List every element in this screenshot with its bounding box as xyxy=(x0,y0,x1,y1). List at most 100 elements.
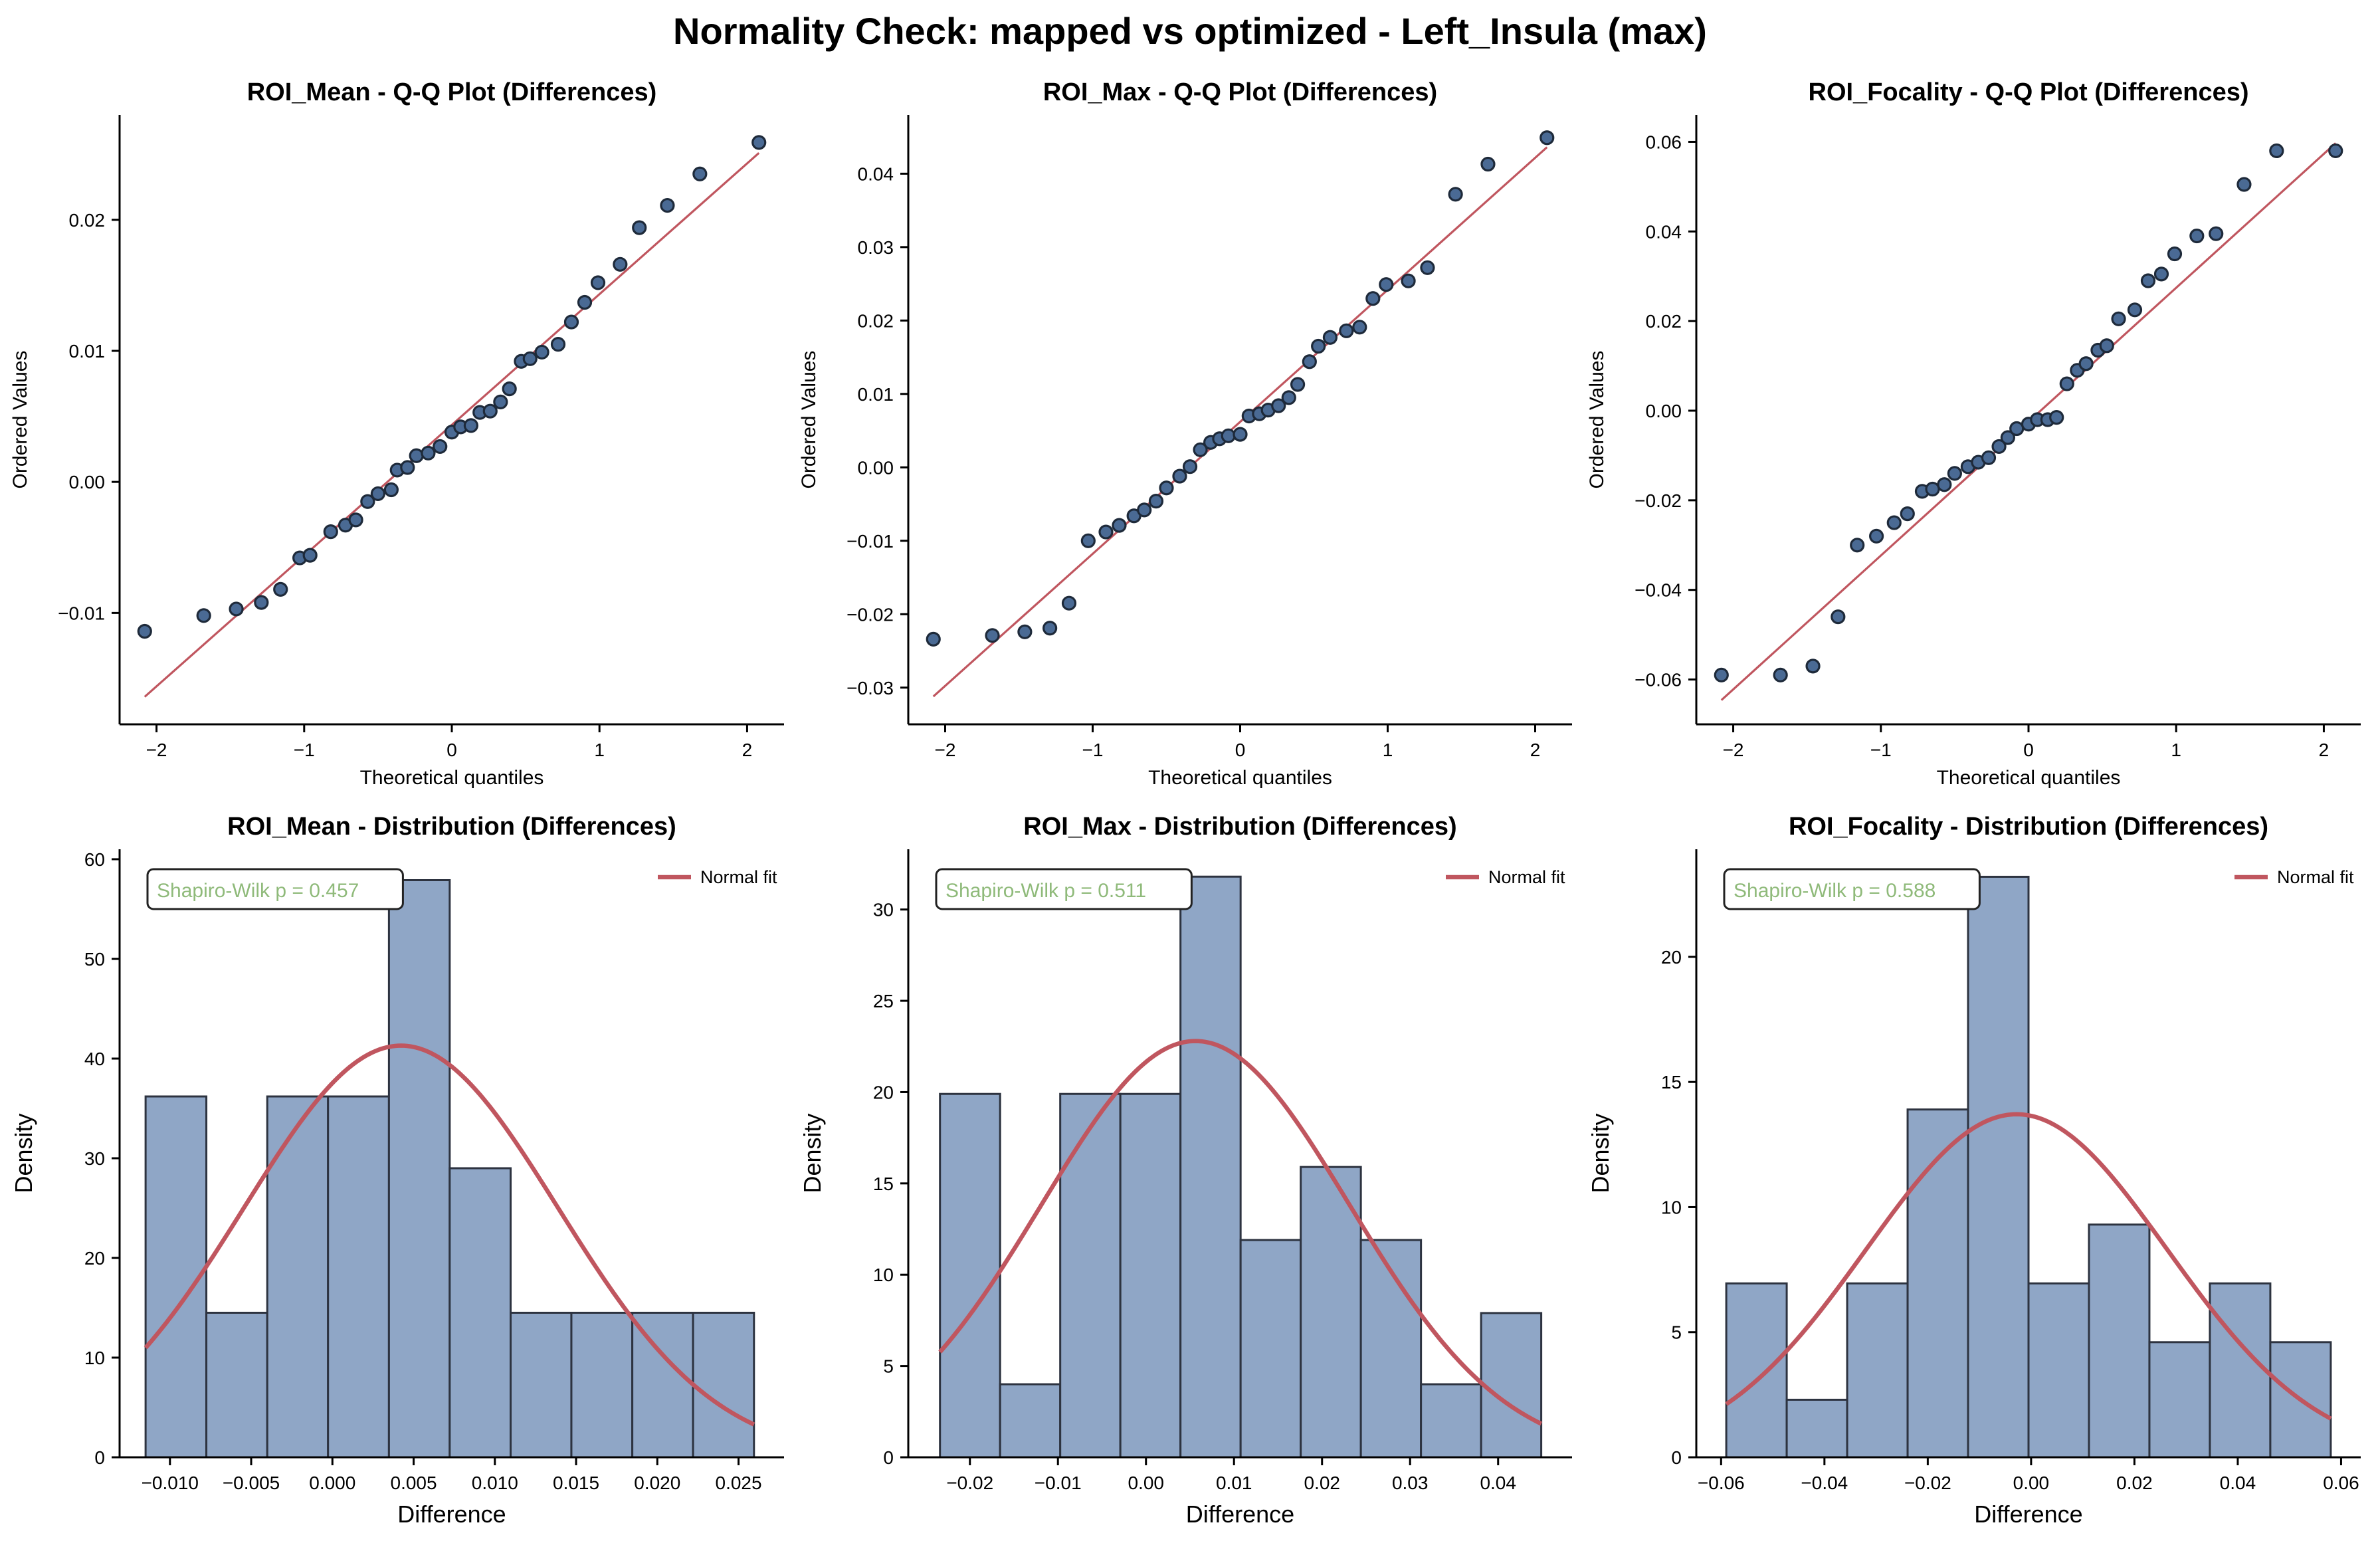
qq-point xyxy=(1112,518,1127,533)
x-tick-label: 0.025 xyxy=(716,1473,762,1493)
qq-point xyxy=(1947,466,1962,481)
histogram-bar xyxy=(692,1312,755,1459)
y-tick-label: 0.00 xyxy=(69,472,106,492)
qq-point xyxy=(2059,376,2074,391)
y-tick-label: −0.06 xyxy=(1635,670,1682,690)
y-tick-label: 0.04 xyxy=(858,163,894,184)
x-tick-label: 0 xyxy=(446,740,457,760)
y-tick-label: −0.01 xyxy=(58,603,105,623)
qq-point xyxy=(493,394,508,409)
qq-point xyxy=(2140,273,2156,288)
qq-point xyxy=(2009,421,2025,437)
qq-point xyxy=(1159,480,1174,496)
y-axis-label: Density xyxy=(1587,1113,1614,1193)
chart-title: ROI_Mean - Q-Q Plot (Differences) xyxy=(247,78,657,106)
x-tick-label: 2 xyxy=(1530,740,1541,760)
y-tick-label: 10 xyxy=(84,1348,105,1368)
qq-point xyxy=(1221,428,1236,443)
histogram-bar xyxy=(2088,1223,2151,1459)
qq-point xyxy=(254,595,269,610)
qq-point xyxy=(502,381,517,397)
histogram-bar xyxy=(1420,1383,1482,1459)
y-tick-label: 0.00 xyxy=(1646,401,1682,421)
x-tick-label: 0.020 xyxy=(634,1473,680,1493)
y-tick-label: 10 xyxy=(873,1265,894,1285)
histogram-bar xyxy=(999,1383,1062,1459)
x-tick-label: 0.005 xyxy=(391,1473,437,1493)
qq-point xyxy=(2236,177,2252,192)
qq-point xyxy=(1017,624,1033,639)
chart-panel-2: ROI_Max - Q-Q Plot (Differences) −2 −1 0 1 2 −… xyxy=(798,78,1572,789)
qq-point xyxy=(2328,143,2343,159)
qq-reference-line xyxy=(932,146,1548,698)
x-tick-label: −0.010 xyxy=(142,1473,199,1493)
y-tick-label: −0.03 xyxy=(846,678,894,698)
chart-title: ROI_Mean - Distribution (Differences) xyxy=(227,813,676,841)
qq-point xyxy=(1311,338,1326,354)
qq-point xyxy=(590,275,606,290)
chart-panel-4: ROI_Mean - Distribution (Differences) Sha… xyxy=(10,813,784,1528)
qq-point xyxy=(2099,338,2114,354)
legend-label: Normal fit xyxy=(700,867,777,887)
qq-point xyxy=(1480,156,1496,172)
x-axis-label: Difference xyxy=(1186,1500,1294,1528)
qq-point xyxy=(1805,659,1821,674)
qq-point xyxy=(421,445,436,461)
qq-point xyxy=(613,257,628,272)
x-tick-label: −0.01 xyxy=(1035,1473,1082,1493)
histogram-bar xyxy=(1179,875,1242,1459)
qq-point xyxy=(463,418,478,433)
histogram-bar xyxy=(1059,1092,1122,1459)
qq-point xyxy=(400,460,415,475)
histogram-bar xyxy=(1480,1312,1543,1459)
histogram-bar xyxy=(448,1167,512,1459)
qq-point xyxy=(1773,667,1788,682)
qq-point xyxy=(1339,323,1354,338)
y-axis-label: Ordered Values xyxy=(9,351,31,489)
y-tick-label: 0.01 xyxy=(858,384,894,405)
y-tick-label: −0.01 xyxy=(846,531,894,552)
histogram-bar xyxy=(2027,1282,2090,1459)
y-tick-label: 0.01 xyxy=(69,341,106,361)
qq-point xyxy=(409,448,424,463)
normal-fit-curve xyxy=(144,1043,755,1427)
x-tick-label: −2 xyxy=(1723,740,1744,760)
qq-point xyxy=(323,524,338,540)
qq-point xyxy=(1991,439,2007,455)
y-tick-label: 25 xyxy=(873,991,894,1011)
qq-point xyxy=(1148,494,1164,509)
x-tick-label: 0.010 xyxy=(472,1473,518,1493)
histogram-bar xyxy=(1359,1239,1423,1459)
chart-title: ROI_Focality - Distribution (Differences… xyxy=(1789,813,2268,841)
qq-point xyxy=(1172,468,1187,484)
qq-point xyxy=(751,135,767,150)
y-tick-label: 15 xyxy=(1661,1072,1682,1092)
y-axis-label: Ordered Values xyxy=(798,351,820,489)
y-tick-label: 50 xyxy=(84,949,105,970)
x-axis-label: Theoretical quantiles xyxy=(1937,767,2121,789)
qq-point xyxy=(2167,246,2183,262)
qq-point xyxy=(1098,524,1114,540)
qq-point xyxy=(433,439,448,455)
histogram-bar xyxy=(1239,1239,1302,1459)
y-tick-label: 0 xyxy=(883,1447,894,1468)
qq-point xyxy=(1401,273,1416,288)
qq-point xyxy=(302,548,318,563)
qq-point xyxy=(273,581,288,597)
qq-point xyxy=(1981,450,1997,465)
y-tick-label: 5 xyxy=(883,1356,894,1377)
y-axis-label: Ordered Values xyxy=(1586,351,1608,489)
histogram-bar xyxy=(327,1095,390,1459)
y-tick-label: 20 xyxy=(873,1082,894,1102)
qq-point xyxy=(660,197,675,213)
qq-point xyxy=(1831,609,1846,625)
qq-point xyxy=(550,337,566,352)
histogram-bar xyxy=(1846,1282,1909,1459)
y-tick-label: 0 xyxy=(1671,1447,1682,1468)
x-tick-label: 0.00 xyxy=(2013,1473,2050,1493)
x-tick-label: 0 xyxy=(1235,740,1246,760)
qq-point xyxy=(1271,398,1286,413)
x-tick-label: 0.01 xyxy=(1216,1473,1252,1493)
y-tick-label: 10 xyxy=(1661,1197,1682,1217)
x-tick-label: −1 xyxy=(1082,740,1104,760)
